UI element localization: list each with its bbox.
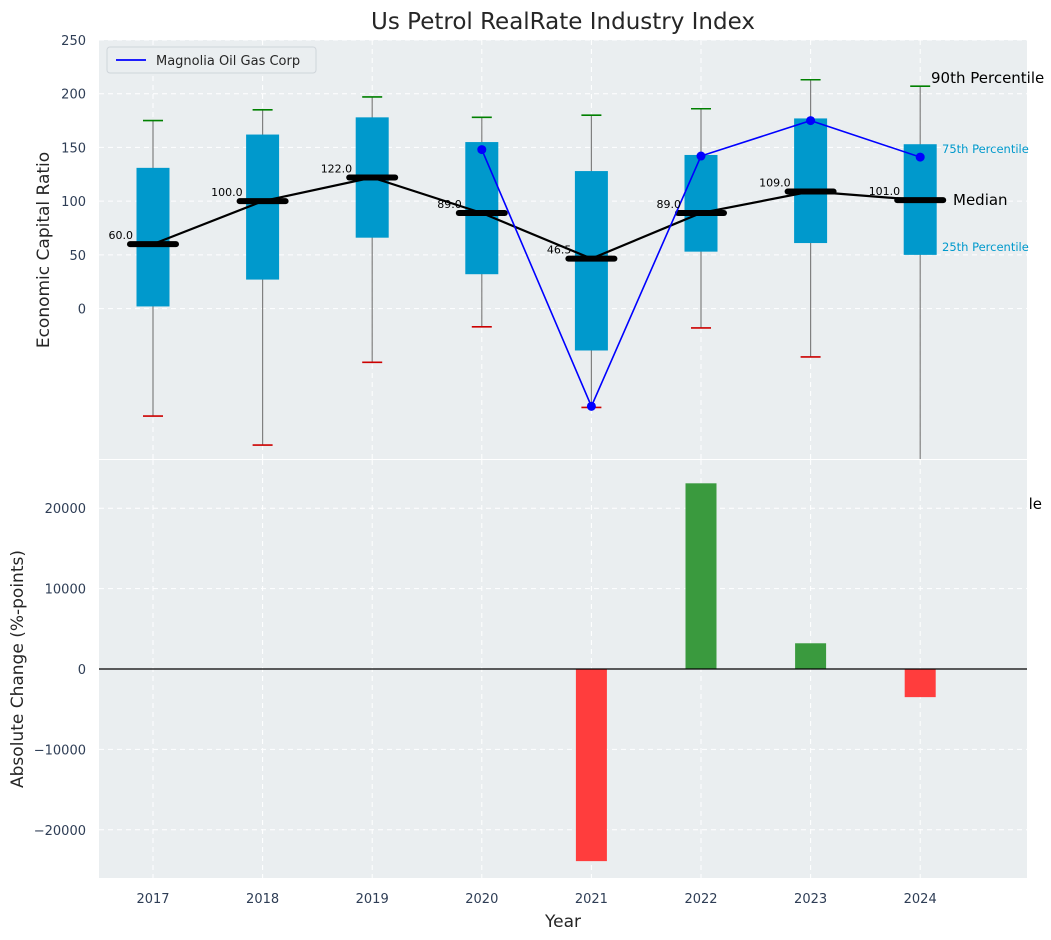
company-point bbox=[696, 151, 706, 161]
median-value-label: 60.0 bbox=[109, 229, 134, 242]
box-plot-marks bbox=[127, 78, 947, 459]
median-trend-line bbox=[152, 176, 921, 260]
x-tick-label: 2021 bbox=[575, 892, 608, 907]
x-tick-label: 2024 bbox=[904, 892, 937, 907]
change-bar-marks bbox=[99, 483, 1027, 862]
median-value-label: 101.0 bbox=[869, 185, 901, 198]
top-y-tick-labels: 0 50 100 150 200 250 bbox=[61, 34, 86, 318]
bottom-y-tick-label: −20000 bbox=[34, 824, 86, 839]
bottom-y-tick-labels: −20000 −10000 0 10000 20000 bbox=[34, 502, 86, 839]
box-iqr bbox=[246, 134, 280, 280]
annotation-90th-percentile: 90th Percentile bbox=[931, 69, 1044, 87]
top-y-tick-label: 50 bbox=[69, 249, 86, 264]
median-value-label: 89.0 bbox=[437, 198, 462, 211]
x-tick-label: 2018 bbox=[246, 892, 279, 907]
x-tick-label: 2017 bbox=[136, 892, 169, 907]
x-axis-label: Year bbox=[544, 912, 581, 932]
box-iqr bbox=[794, 118, 828, 244]
box-iqr bbox=[684, 154, 718, 252]
median-value-labels: 60.0 100.0 122.0 89.0 46.5 89.0 109.0 101.0 bbox=[109, 163, 901, 257]
x-tick-label: 2022 bbox=[684, 892, 717, 907]
company-point bbox=[915, 152, 925, 162]
box-iqr bbox=[465, 142, 499, 275]
median-value-label: 122.0 bbox=[321, 163, 353, 176]
median-value-label: 46.5 bbox=[547, 244, 572, 257]
x-tick-label: 2023 bbox=[794, 892, 827, 907]
top-y-tick-label: 0 bbox=[78, 303, 86, 318]
company-point bbox=[477, 145, 487, 155]
company-point bbox=[586, 401, 596, 411]
bottom-y-tick-label: −10000 bbox=[34, 743, 86, 758]
box-iqr bbox=[136, 167, 170, 307]
bottom-y-tick-label: 20000 bbox=[45, 502, 86, 517]
bottom-y-tick-label: 0 bbox=[78, 663, 86, 678]
x-tick-label: 2020 bbox=[465, 892, 498, 907]
bottom-y-tick-label: 10000 bbox=[45, 583, 86, 598]
x-tick-labels: 2017 2018 2019 2020 2021 2022 2023 2024 bbox=[136, 892, 936, 907]
clipped-annotation: le bbox=[1029, 495, 1042, 513]
top-y-axis-label: Economic Capital Ratio bbox=[34, 152, 54, 348]
change-bar bbox=[575, 669, 607, 862]
annotation-75th-percentile: 75th Percentile bbox=[942, 142, 1029, 156]
company-point bbox=[806, 116, 816, 126]
legend: Magnolia Oil Gas Corp bbox=[106, 46, 317, 74]
change-bar bbox=[904, 669, 936, 698]
bottom-y-axis-label: Absolute Change (%-points) bbox=[8, 550, 28, 788]
top-y-tick-label: 200 bbox=[61, 88, 86, 103]
change-bar bbox=[685, 483, 717, 669]
chart-title: Us Petrol RealRate Industry Index bbox=[371, 9, 755, 35]
annotation-25th-percentile: 25th Percentile bbox=[942, 240, 1029, 254]
x-tick-label: 2019 bbox=[356, 892, 389, 907]
median-value-label: 89.0 bbox=[657, 198, 682, 211]
top-y-tick-label: 150 bbox=[61, 141, 86, 156]
annotation-median: Median bbox=[953, 191, 1008, 209]
change-bar bbox=[795, 643, 827, 669]
top-y-tick-label: 250 bbox=[61, 34, 86, 49]
median-value-label: 109.0 bbox=[759, 176, 791, 189]
median-value-label: 100.0 bbox=[211, 186, 243, 199]
top-y-tick-label: 100 bbox=[61, 195, 86, 210]
legend-entry: Magnolia Oil Gas Corp bbox=[156, 54, 300, 69]
